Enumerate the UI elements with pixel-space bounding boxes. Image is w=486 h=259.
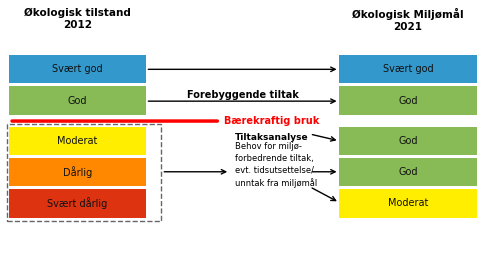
- Bar: [9, 55, 145, 83]
- Text: Tiltaksanalyse: Tiltaksanalyse: [235, 133, 309, 142]
- Bar: [340, 55, 477, 83]
- Text: God: God: [399, 167, 418, 177]
- Bar: [9, 127, 145, 155]
- Text: God: God: [399, 136, 418, 146]
- Text: God: God: [399, 96, 418, 106]
- Text: Økologisk Miljømål
2021: Økologisk Miljømål 2021: [352, 8, 464, 32]
- Text: Moderat: Moderat: [388, 198, 428, 208]
- Bar: [9, 189, 145, 218]
- Text: Behov for miljø-
forbedrende tiltak,
evt. tidsutsettelse/
unntak fra miljømål: Behov for miljø- forbedrende tiltak, evt…: [235, 142, 317, 188]
- Text: Svært god: Svært god: [52, 64, 103, 74]
- Bar: [340, 86, 477, 115]
- Bar: [9, 86, 145, 115]
- Bar: [340, 158, 477, 186]
- Bar: [340, 189, 477, 218]
- Text: Økologisk tilstand
2012: Økologisk tilstand 2012: [24, 8, 131, 30]
- Bar: [9, 158, 145, 186]
- Text: Bærekraftig bruk: Bærekraftig bruk: [224, 116, 319, 126]
- Bar: [7, 124, 161, 220]
- Text: Dårlig: Dårlig: [63, 166, 92, 178]
- Text: Svært god: Svært god: [383, 64, 434, 74]
- Text: Svært dårlig: Svært dårlig: [47, 197, 107, 209]
- Text: Forebyggende tiltak: Forebyggende tiltak: [187, 90, 299, 100]
- Text: Moderat: Moderat: [57, 136, 98, 146]
- Text: God: God: [68, 96, 87, 106]
- Bar: [340, 127, 477, 155]
